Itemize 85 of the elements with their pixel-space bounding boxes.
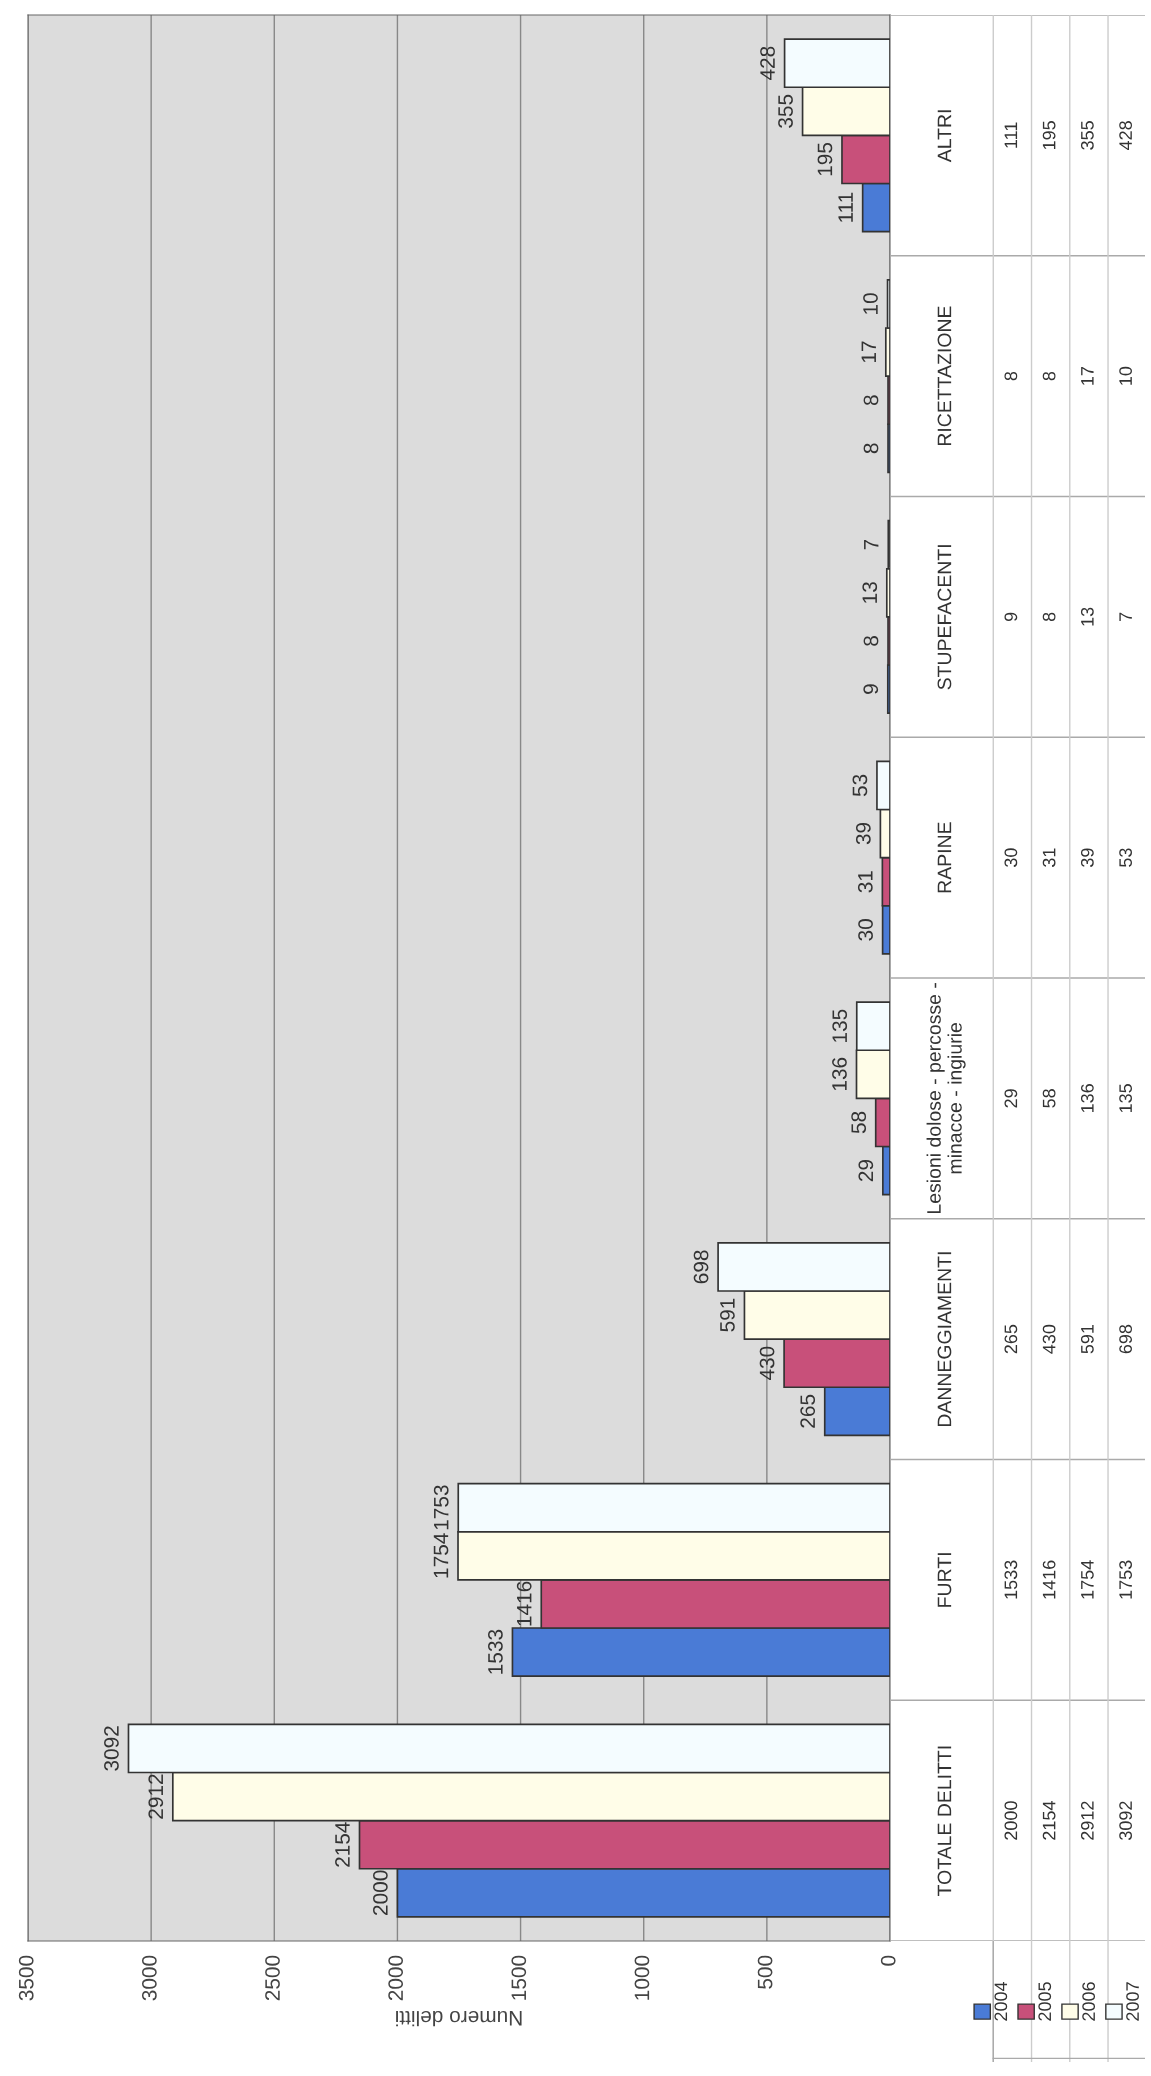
annotation: 10: [863, 293, 878, 314]
data-label: 1533: [1004, 1560, 1018, 1599]
data-label: 8: [1042, 612, 1056, 622]
annotation: 8: [863, 636, 879, 646]
x-tick-label: 3000: [141, 1955, 157, 2001]
x-tick-label: 1000: [634, 1955, 650, 2000]
y-tick-label: RAPINE: [937, 822, 952, 893]
annotation: 7: [864, 539, 879, 550]
annotation: 53: [852, 774, 868, 797]
x-tick-label: 2500: [265, 1955, 280, 2001]
data-label: 17: [1081, 366, 1094, 385]
annotation: 1754: [433, 1533, 449, 1578]
annotation: 111: [838, 192, 853, 222]
data-label: 8: [1004, 371, 1018, 381]
data-label: 13: [1080, 607, 1094, 626]
annotation: 698: [693, 1250, 709, 1284]
data-label: 31: [1042, 848, 1056, 867]
data-label: 29: [1004, 1089, 1018, 1108]
annotation: 9: [863, 684, 879, 694]
legend-label: 2006: [1082, 1982, 1096, 2021]
data-label: 1753: [1119, 1560, 1132, 1599]
data-label: 3092: [1119, 1801, 1132, 1841]
y-tick-label: STUPEFACENTI: [937, 545, 952, 690]
annotation: 355: [778, 94, 793, 128]
annotation: 265: [800, 1394, 816, 1428]
data-label: 698: [1119, 1324, 1132, 1354]
data-label: 430: [1042, 1324, 1056, 1354]
data-label: 265: [1004, 1324, 1018, 1354]
annotation: 1416: [516, 1581, 532, 1626]
annotation: 3092: [104, 1726, 119, 1771]
legend-label: 2004: [994, 1981, 1008, 2021]
annotation: 135: [832, 1009, 848, 1042]
annotation: 428: [760, 46, 775, 81]
annotation: 30: [858, 919, 873, 941]
y-tick-label: TOTALE DELITTI: [937, 1746, 952, 1897]
x-tick-label: 3500: [18, 1955, 34, 2001]
data-label: 1754: [1081, 1560, 1094, 1599]
data-label: 135: [1119, 1084, 1132, 1113]
data-label: 355: [1080, 121, 1094, 150]
data-label: 195: [1042, 121, 1056, 150]
legend-label: 2007: [1126, 1982, 1139, 2021]
data-label: 2912: [1080, 1801, 1094, 1840]
annotation: 195: [817, 142, 833, 176]
annotation: 8: [863, 395, 879, 406]
annotation: 17: [861, 341, 876, 363]
x-tick-label: 1500: [511, 1955, 527, 2000]
y-tick-label: FURTI: [937, 1553, 952, 1607]
annotation: 2000: [373, 1870, 388, 1915]
data-label: 2000: [1004, 1801, 1018, 1840]
data-label: 9: [1004, 612, 1018, 622]
annotation: 39: [855, 822, 871, 845]
legend-label: 2005: [1038, 1982, 1052, 2021]
data-label: 136: [1080, 1084, 1094, 1113]
annotation: 430: [759, 1346, 775, 1381]
x-tick-label: 0: [880, 1955, 896, 1966]
annotation: 2912: [148, 1774, 164, 1819]
annotation: 31: [857, 871, 873, 893]
data-label: 10: [1119, 366, 1132, 385]
x-tick-label: 500: [757, 1955, 773, 1989]
data-label: 30: [1004, 848, 1018, 867]
x-tick-label: 2000: [388, 1955, 404, 2001]
annotation: 591: [720, 1298, 735, 1332]
annotation: 13: [862, 582, 878, 603]
x-axis-title: Numero delitti: [396, 2010, 522, 2027]
y-tick-label: RICETTAZIONE: [937, 306, 952, 446]
data-label: 39: [1080, 848, 1094, 867]
annotation: 2154: [335, 1822, 350, 1867]
data-label: 2154: [1042, 1801, 1056, 1840]
data-label: 53: [1119, 848, 1132, 867]
data-label: 111: [1004, 122, 1018, 148]
annotation: 8: [863, 443, 879, 454]
data-label: 591: [1080, 1324, 1094, 1354]
data-label: 428: [1119, 121, 1132, 151]
data-label: 1416: [1042, 1560, 1056, 1599]
annotation: 1533: [488, 1629, 503, 1674]
annotation: 136: [832, 1057, 847, 1091]
data-label: 7: [1119, 612, 1132, 621]
y-tick-label: ALTRI: [937, 110, 952, 163]
y-tick-label: Lesioni dolose - percosse - minacce - ingiurie: [926, 983, 966, 1213]
annotation: 29: [858, 1160, 874, 1182]
data-label: 8: [1042, 371, 1056, 381]
data-label: 58: [1042, 1089, 1056, 1108]
y-tick-label: DANNEGGIAMENTI: [937, 1252, 952, 1427]
annotation: 58: [851, 1111, 867, 1134]
annotation: 1753: [433, 1485, 449, 1530]
